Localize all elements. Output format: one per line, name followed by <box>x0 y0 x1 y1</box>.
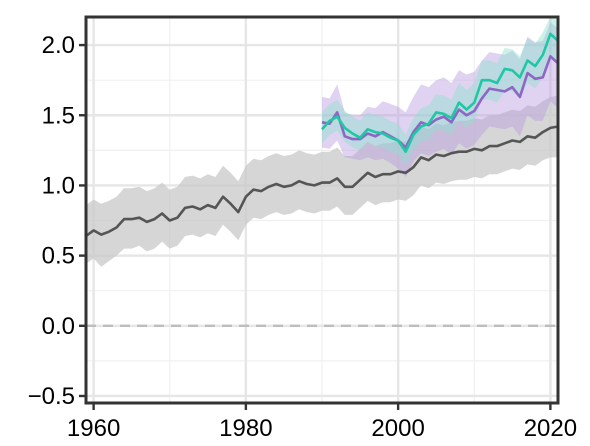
tick-labels: −0.5 0.0 0.5 1.0 1.5 2.0 1960 1980 2000 2020 <box>28 32 577 442</box>
y-tick-label: 0.0 <box>42 313 75 340</box>
y-tick-label: 2.0 <box>42 32 75 59</box>
axis-ticks <box>79 43 552 410</box>
series-0-line <box>85 125 559 238</box>
series-lines <box>85 32 559 238</box>
y-tick-label: 0.5 <box>42 243 75 270</box>
series-2-band <box>322 17 558 166</box>
plot-frame <box>84 15 560 405</box>
y-tick-label: −0.5 <box>28 383 75 410</box>
series-2-line <box>321 32 559 153</box>
series-0-band <box>86 95 558 267</box>
y-tick-label: 1.5 <box>42 102 75 129</box>
x-tick-label: 1960 <box>67 415 120 442</box>
y-tick-label: 1.0 <box>42 172 75 199</box>
x-tick-label: 1980 <box>219 415 272 442</box>
series-1-band <box>322 22 558 177</box>
uncertainty-bands <box>86 17 558 267</box>
x-tick-label: 2000 <box>371 415 424 442</box>
x-tick-label: 2020 <box>524 415 577 442</box>
